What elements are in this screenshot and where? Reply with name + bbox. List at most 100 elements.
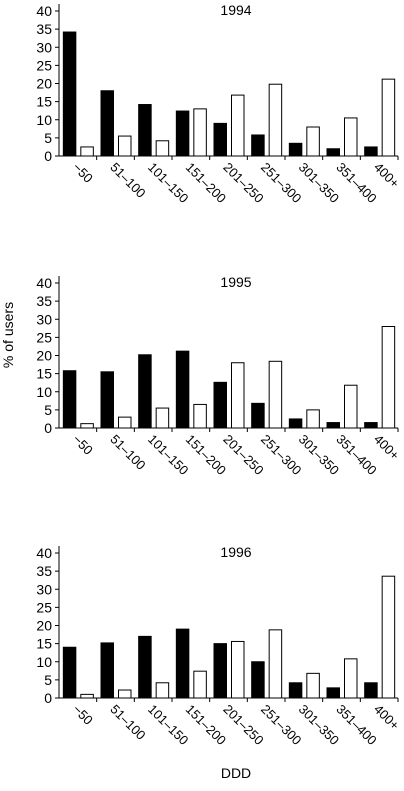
black-bar-8: [364, 146, 378, 157]
y-tick-label: 35: [36, 293, 52, 309]
black-bar-3: [175, 628, 190, 699]
y-tick-label: 10: [36, 384, 52, 400]
white-bar-6: [306, 409, 320, 429]
y-tick-label: 35: [36, 563, 52, 579]
y-tick-label: 40: [36, 3, 52, 19]
white-bar-2: [155, 407, 170, 429]
x-tick-label: 51–100: [107, 160, 148, 201]
black-bar-4: [213, 122, 227, 157]
y-tick-label: 25: [36, 599, 52, 615]
y-tick-label: 30: [36, 311, 52, 327]
white-bar-5: [268, 83, 283, 157]
x-tick-label: 251–300: [258, 702, 304, 748]
panel-1995: 1995 0 5 10 15 20 25 30 35 40 −50 51–100101–150151–…: [36, 274, 402, 478]
x-tick-label: 201–250: [220, 432, 266, 478]
white-bar-3: [193, 403, 207, 429]
x-tick-label: 101–150: [145, 702, 191, 748]
x-tick-label: 351–400: [333, 702, 379, 748]
x-tick-label: 301–350: [296, 160, 342, 206]
white-bar-1: [118, 135, 132, 157]
x-tick-label: 251–300: [258, 160, 304, 206]
y-tick-label: 0: [44, 420, 52, 436]
black-bar-6: [288, 682, 303, 699]
black-bar-4: [213, 643, 227, 699]
white-bar-0: [80, 693, 94, 699]
x-tick-label: 400+: [371, 432, 402, 463]
x-tick-label: 351–400: [333, 432, 379, 478]
black-bar-2: [138, 104, 152, 157]
y-tick-label: 20: [36, 618, 52, 634]
x-tick-label: −50: [70, 432, 96, 458]
black-bar-3: [175, 110, 190, 157]
x-tick-label: 201–250: [220, 702, 266, 748]
black-bar-7: [326, 422, 340, 429]
white-bar-7: [344, 384, 358, 429]
panel-title: 1996: [220, 544, 251, 560]
black-bar-8: [364, 422, 378, 429]
y-tick-label: 30: [36, 581, 52, 597]
black-bar-1: [100, 642, 114, 699]
black-bar-2: [138, 354, 152, 429]
white-bar-2: [155, 682, 170, 699]
white-bar-5: [268, 360, 283, 429]
white-bar-6: [306, 126, 320, 157]
x-tick-label: −50: [70, 702, 96, 728]
black-bar-5: [251, 134, 265, 157]
white-bar-8: [381, 78, 396, 157]
black-bar-1: [100, 90, 114, 157]
white-bar-1: [118, 416, 132, 429]
panel-title: 1995: [220, 274, 251, 290]
x-axis-label: DDD: [221, 765, 251, 781]
white-bar-7: [344, 658, 358, 699]
black-bar-6: [288, 142, 303, 157]
white-bar-5: [268, 629, 283, 699]
white-bar-8: [381, 326, 396, 429]
panel-1994: 1994 0 5 10 15 20 25 30 35 40 −50 51–100101–150151–…: [36, 2, 402, 206]
y-tick-label: 0: [44, 148, 52, 164]
x-tick-label: −50: [70, 160, 96, 186]
white-bar-4: [231, 362, 245, 429]
y-tick-label: 10: [36, 112, 52, 128]
x-tick-label: 400+: [371, 702, 402, 733]
white-bar-4: [231, 640, 245, 699]
black-bar-0: [62, 370, 77, 429]
y-tick-label: 25: [36, 329, 52, 345]
y-tick-label: 15: [36, 366, 52, 382]
x-tick-label: 251–300: [258, 432, 304, 478]
x-tick-label: 351–400: [333, 160, 379, 206]
black-bar-5: [251, 661, 265, 699]
black-bar-2: [138, 635, 152, 699]
white-bar-7: [344, 117, 358, 157]
black-bar-3: [175, 350, 190, 429]
y-tick-label: 5: [44, 402, 52, 418]
x-tick-label: 151–200: [183, 702, 229, 748]
x-tick-label: 101–150: [145, 432, 191, 478]
black-bar-8: [364, 682, 378, 699]
black-bar-0: [62, 31, 77, 157]
x-tick-label: 301–350: [296, 702, 342, 748]
y-tick-label: 0: [44, 690, 52, 706]
black-bar-5: [251, 402, 265, 429]
x-tick-label: 400+: [371, 160, 402, 191]
y-tick-label: 15: [36, 94, 52, 110]
white-bar-0: [80, 146, 94, 157]
y-tick-label: 15: [36, 636, 52, 652]
y-tick-label: 20: [36, 76, 52, 92]
y-tick-label: 30: [36, 39, 52, 55]
x-tick-label: 201–250: [220, 160, 266, 206]
x-tick-label: 151–200: [183, 160, 229, 206]
black-bar-7: [326, 148, 340, 157]
y-axis-label: % of users: [0, 302, 16, 368]
black-bar-0: [62, 646, 77, 699]
y-tick-label: 10: [36, 654, 52, 670]
x-tick-label: 51–100: [107, 432, 148, 473]
white-bar-3: [193, 108, 207, 157]
x-tick-label: 151–200: [183, 432, 229, 478]
black-bar-4: [213, 381, 227, 429]
white-bar-1: [118, 689, 132, 699]
y-tick-label: 40: [36, 545, 52, 561]
black-bar-6: [288, 418, 303, 429]
white-bar-3: [193, 670, 207, 699]
y-tick-label: 25: [36, 57, 52, 73]
